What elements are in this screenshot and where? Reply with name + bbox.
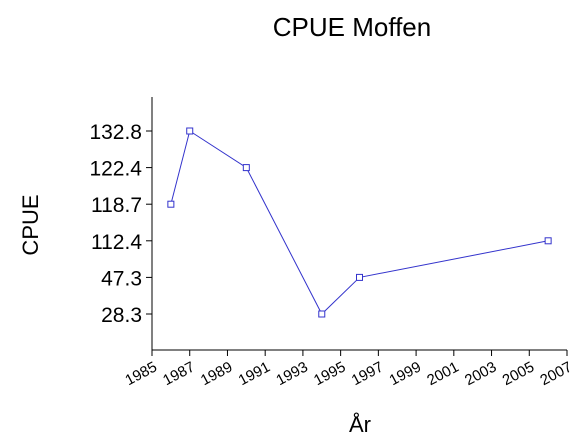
y-tick-label: 122.4 (89, 158, 142, 181)
y-tick-label: 132.8 (89, 121, 142, 144)
y-tick-label: 47.3 (101, 267, 142, 290)
x-tick-label: 2001 (424, 359, 461, 390)
x-tick-label: 2007 (537, 359, 574, 390)
marker (544, 237, 552, 245)
x-axis-label: År (349, 412, 371, 437)
marker (318, 310, 326, 318)
x-tick-label: 1993 (273, 359, 310, 390)
y-tick-label: 112.4 (91, 231, 142, 254)
y-axis-label: CPUE (18, 194, 43, 255)
marker (167, 200, 175, 208)
y-tick-label: 118.7 (91, 194, 142, 217)
x-tick-label: 1989 (198, 359, 235, 390)
line (170, 130, 549, 315)
x-tick-label: 1995 (311, 359, 348, 390)
x-tick-label: 1999 (387, 359, 424, 390)
x-tick-label: 1997 (349, 359, 386, 390)
marker (356, 273, 363, 281)
marker (242, 164, 250, 172)
y-tick-label: 28.3 (101, 304, 142, 327)
x-tick-label: 1985 (122, 359, 159, 390)
chart-title: CPUE Moffen (273, 12, 431, 42)
x-tick-label: 2003 (462, 359, 499, 390)
marker (186, 127, 194, 135)
x-tick-label: 2005 (500, 359, 537, 390)
x-tick-label: 1991 (236, 359, 273, 390)
x-tick-label: 1987 (160, 359, 197, 390)
